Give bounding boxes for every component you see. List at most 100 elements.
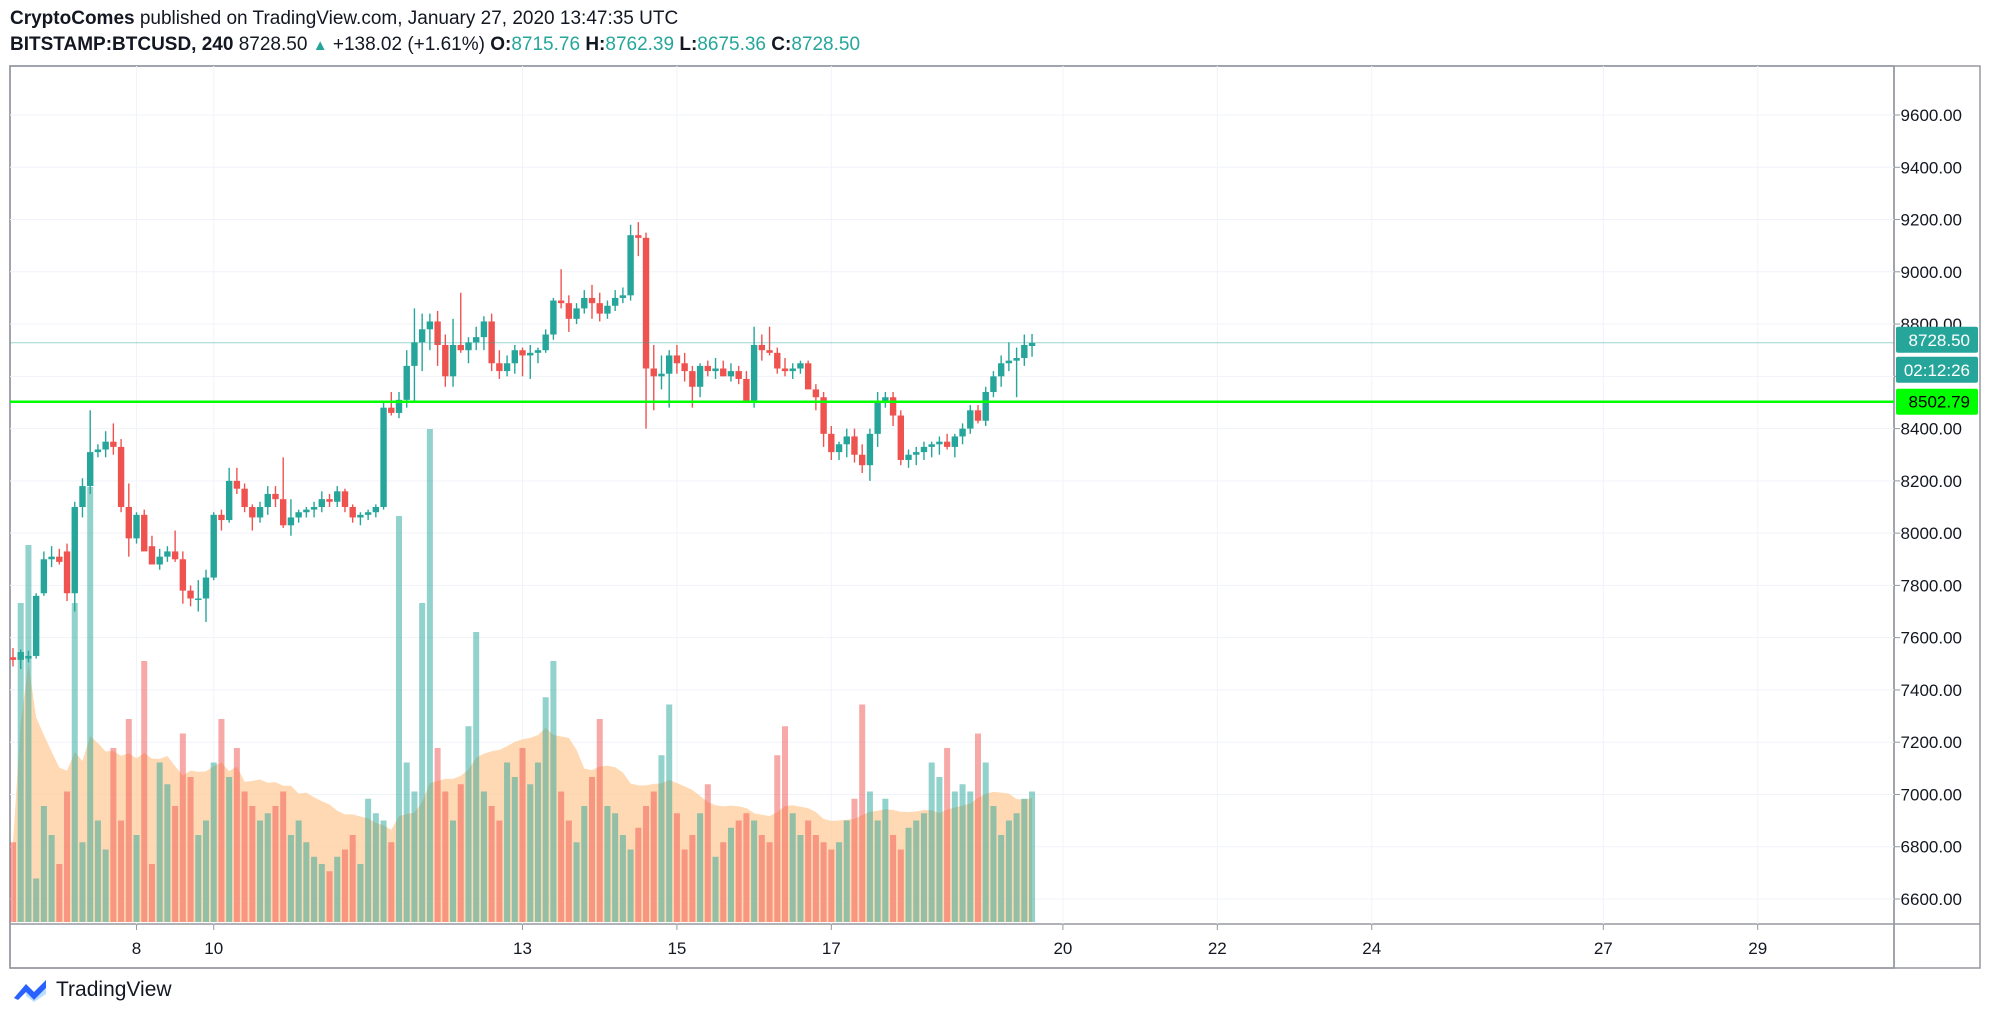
volume-bar [797, 835, 804, 922]
candle-body [557, 300, 565, 304]
volume-bar [843, 820, 850, 922]
high-value: 8762.39 [605, 34, 675, 55]
volume-bar [805, 820, 812, 922]
candle-body [573, 308, 580, 319]
candle-body [357, 514, 364, 518]
volume-bar [287, 835, 294, 922]
candle-body [9, 657, 17, 660]
volume-bar [226, 777, 233, 922]
price-tick-label: 6800.00 [1901, 838, 1962, 857]
candle-body [457, 344, 464, 351]
price-tick-label: 9400.00 [1901, 158, 1962, 177]
volume-bar [56, 864, 63, 922]
volume-bar [666, 704, 673, 922]
volume-bar [527, 784, 534, 922]
candle-body [1013, 358, 1020, 361]
volume-bar [998, 835, 1005, 922]
candle-body [241, 488, 248, 507]
candle-body [195, 598, 202, 600]
candle-body [843, 436, 850, 445]
candle-body [280, 499, 287, 526]
tradingview-footer[interactable]: TradingView [12, 978, 172, 1002]
volume-bar [650, 791, 657, 922]
candle-body [720, 368, 727, 377]
time-tick-label: 17 [822, 939, 841, 958]
volume-bar [280, 791, 287, 922]
last-price-tag: 8728.50 [1909, 331, 1970, 350]
volume-bar [1021, 798, 1028, 922]
volume-bar [365, 798, 372, 922]
time-tick-label: 24 [1362, 939, 1381, 958]
candle-body [156, 556, 163, 565]
time-tick-label: 15 [667, 939, 686, 958]
volume-bar [959, 784, 966, 922]
volume-bar [681, 849, 688, 922]
symbol-label[interactable]: BITSTAMP:BTCUSD, 240 [10, 34, 234, 55]
volume-bar [743, 813, 750, 922]
time-tick-label: 20 [1053, 939, 1072, 958]
open-value: 8715.76 [511, 34, 581, 55]
candle-body [835, 444, 843, 453]
candle-body [511, 350, 518, 364]
candle-body [673, 355, 681, 364]
volume-bar [812, 835, 819, 922]
volume-bar [581, 806, 588, 922]
candle-body [171, 551, 179, 560]
volume-bar [473, 632, 480, 922]
author-name[interactable]: CryptoComes [10, 8, 135, 29]
candle-body [588, 297, 596, 304]
last-price: 8728.50 [238, 34, 308, 55]
close-value: 8728.50 [791, 34, 861, 55]
candle-body [326, 499, 333, 502]
outer-frame [9, 65, 1981, 969]
volume-bar [349, 835, 356, 922]
price-tick-label: 7000.00 [1901, 785, 1962, 804]
volume-bar [388, 842, 395, 922]
candle-body [866, 433, 874, 466]
candle-body [789, 368, 796, 372]
candle-body [32, 595, 40, 656]
candle-body [928, 444, 935, 447]
volume-bar [272, 806, 279, 922]
candle-body [604, 305, 611, 314]
volume-bar [403, 762, 410, 922]
volume-bar [874, 820, 881, 922]
volume-bar [87, 487, 94, 922]
volume-bar [774, 755, 781, 922]
volume-bar [311, 856, 318, 922]
volume-bar [102, 849, 109, 922]
open-label: O: [490, 34, 512, 55]
candle-body [125, 507, 132, 539]
time-tick-label: 22 [1208, 939, 1227, 958]
volume-bar [334, 856, 341, 922]
volume-bar [257, 820, 264, 922]
volume-bar [380, 820, 387, 922]
volume-bar [519, 748, 526, 922]
volume-bar [450, 820, 457, 922]
volume-bar [604, 806, 611, 922]
candle-body [905, 454, 912, 460]
volume-bar [944, 748, 951, 922]
volume-bar [673, 813, 680, 922]
candle-body [1005, 360, 1013, 364]
candle-body [974, 410, 982, 421]
candle-body [828, 433, 835, 453]
candle-body [318, 499, 325, 507]
volume-bar [866, 791, 873, 922]
volume-bar [589, 777, 595, 922]
volume-bar [982, 762, 989, 922]
candle-body [295, 512, 302, 518]
volume-bar [897, 849, 904, 922]
volume-bar [17, 603, 24, 922]
time-axis[interactable]: 8 10 13 15 17 20 22 24 27 29 [132, 924, 1767, 958]
candle-body [210, 514, 217, 578]
candle-body [480, 321, 488, 338]
volume-bar [426, 429, 433, 922]
volume-bar [133, 835, 140, 922]
candle-body [264, 493, 271, 507]
price-axis[interactable]: 9600.009400.009200.009000.008800.008600.… [1894, 106, 1978, 909]
ohlc-legend: BITSTAMP:BTCUSD, 240 8728.50 ▲ +138.02 (… [10, 32, 1990, 59]
countdown-tag-bg [1896, 356, 1978, 383]
candle-body [372, 507, 380, 513]
